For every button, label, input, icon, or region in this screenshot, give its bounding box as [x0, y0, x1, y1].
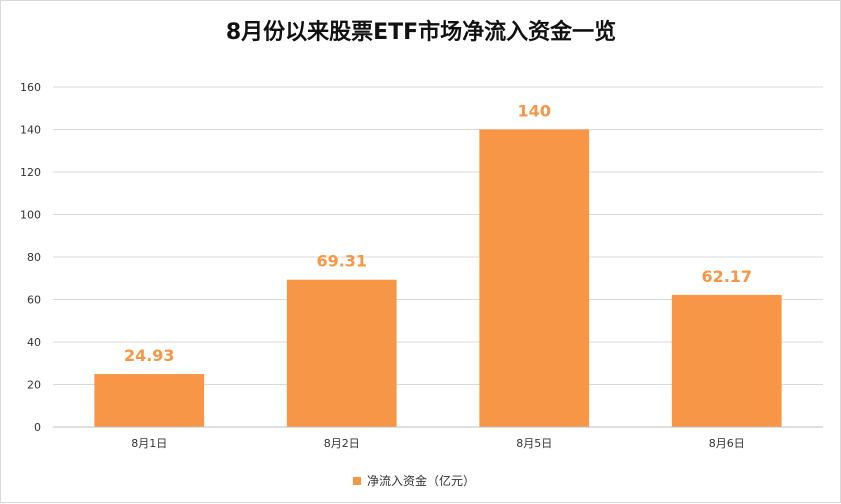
x-axis: 8月1日 8月2日 8月5日 8月6日 — [53, 426, 823, 450]
gridlines — [53, 86, 823, 385]
chart-title: 8月份以来股票ETF市场净流入资金一览 — [226, 19, 616, 45]
bar — [94, 374, 205, 427]
x-tick-label: 8月6日 — [709, 437, 745, 450]
x-tick-label: 8月2日 — [324, 437, 360, 450]
legend: 净流入资金（亿元） — [353, 473, 475, 488]
data-label: 69.31 — [316, 252, 367, 271]
y-tick-label: 60 — [27, 294, 41, 307]
y-tick-label: 0 — [34, 421, 41, 434]
bar — [479, 129, 590, 427]
data-label: 62.17 — [701, 267, 752, 286]
y-tick-label: 140 — [20, 124, 41, 137]
y-tick-label: 80 — [27, 251, 41, 264]
y-tick-label: 40 — [27, 336, 41, 349]
x-tick-label: 8月1日 — [131, 437, 167, 450]
y-tick-label: 120 — [20, 166, 41, 179]
bar — [671, 294, 782, 427]
legend-label: 净流入资金（亿元） — [367, 473, 475, 488]
x-tick-label: 8月5日 — [516, 437, 552, 450]
data-label: 24.93 — [124, 346, 175, 365]
y-tick-label: 160 — [20, 81, 41, 94]
data-label: 140 — [518, 102, 551, 121]
y-tick-label: 100 — [20, 209, 41, 222]
bar — [286, 279, 397, 427]
legend-swatch — [353, 477, 361, 485]
y-axis: 0 20 40 60 80 100 120 140 160 — [20, 81, 41, 434]
y-tick-label: 20 — [27, 379, 41, 392]
bars: 24.93 69.31 140 62.17 — [94, 102, 782, 427]
